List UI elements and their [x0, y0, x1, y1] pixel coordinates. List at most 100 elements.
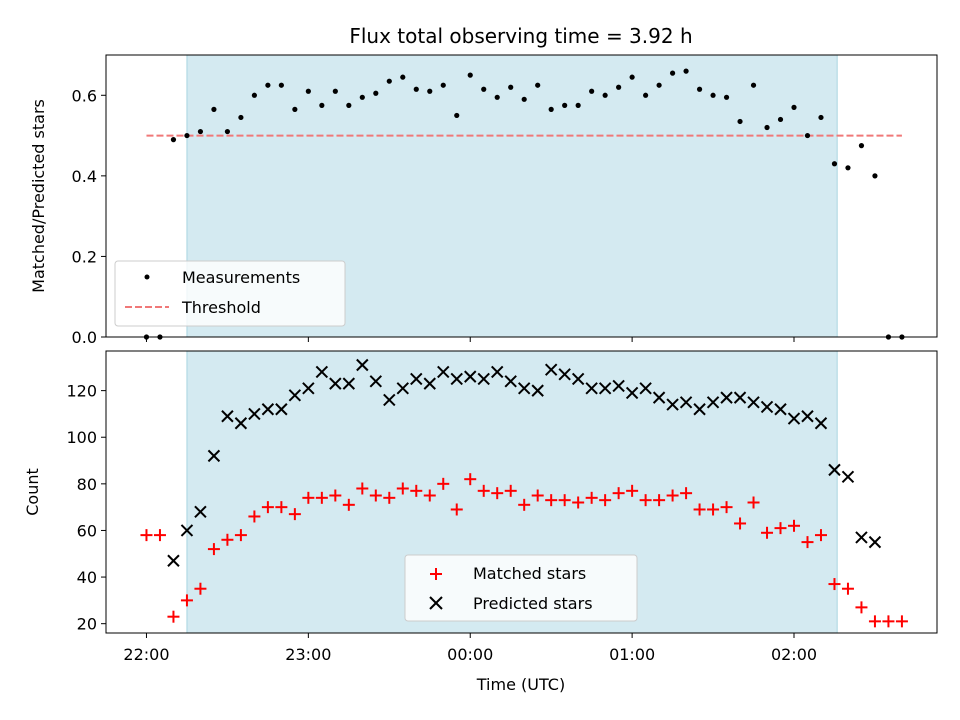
matched-star-point [221, 533, 234, 546]
predicted-star-point [275, 403, 288, 416]
predicted-star-point [180, 524, 194, 537]
matched-star-point [680, 487, 693, 500]
predicted-star-point [356, 358, 369, 372]
matched-star-point [841, 582, 854, 595]
predicted-star-point [733, 391, 747, 404]
matched-star-point [504, 484, 517, 497]
measurement-point [750, 82, 757, 88]
predicted-star-point [248, 407, 261, 421]
predicted-star-point [571, 372, 585, 386]
measurement-point [777, 116, 784, 123]
matched-star-point [599, 494, 612, 507]
measurement-point [305, 88, 311, 94]
measurement-point [804, 132, 811, 139]
matched-star-point [315, 491, 328, 504]
bottom-plot-frame [105, 350, 938, 634]
matched-star-point [464, 473, 477, 486]
measurement-point [238, 114, 244, 121]
legend-matched-marker [430, 568, 442, 580]
bottom-legend-box [404, 554, 638, 622]
legend-predicted-label: Predicted stars [473, 594, 593, 613]
top-y-tick-label: 0.4 [72, 167, 97, 186]
matched-star-point [585, 491, 598, 504]
measurement-point [845, 165, 851, 171]
bottom-y-tick-label: 40 [77, 568, 97, 587]
measurement-point [548, 106, 554, 112]
top-y-tick-label: 0.6 [72, 86, 97, 105]
measurement-point [656, 82, 662, 88]
top-panel: 0.0 0.2 0.4 0.6 Matched/Predicted stars Mea… [29, 54, 938, 347]
top-legend-box [114, 260, 346, 327]
measurement-point [669, 70, 676, 76]
x-axis-label: Time (UTC) [476, 675, 565, 694]
predicted-star-point [369, 375, 383, 388]
matched-star-point [868, 615, 881, 628]
matched-star-point [248, 510, 261, 523]
predicted-star-point [855, 531, 868, 544]
top-y-axis-label: Matched/Predicted stars [29, 99, 48, 293]
chart-title: Flux total observing time = 3.92 h [349, 24, 692, 48]
bottom-y-tick-label: 80 [77, 475, 97, 494]
measurement-point [197, 128, 204, 135]
measurement-point [710, 92, 716, 98]
top-y-tick-label: 0.0 [72, 328, 97, 347]
matched-star-point [207, 543, 220, 556]
matched-star-point [653, 494, 666, 507]
matched-star-point [153, 529, 166, 542]
bottom-y-tick-label: 120 [66, 382, 97, 401]
top-plot-frame [105, 54, 938, 338]
measurement-point [589, 88, 595, 94]
predicted-star-point [598, 382, 612, 395]
matched-star-point [545, 494, 558, 507]
measurement-point [791, 104, 797, 110]
matched-star-point [558, 494, 571, 507]
matched-star-point [801, 536, 814, 549]
predicted-star-point [315, 365, 329, 379]
matched-star-point [383, 491, 396, 504]
matched-star-point [356, 482, 369, 495]
predicted-star-point [167, 554, 180, 567]
legend-threshold-label: Threshold [181, 298, 261, 317]
measurement-point [831, 161, 838, 167]
matched-star-point [761, 526, 774, 539]
measurement-point [413, 86, 419, 92]
legend-matched-label: Matched stars [473, 564, 586, 583]
measurement-point [535, 82, 541, 88]
measurement-point [454, 112, 460, 119]
matched-star-point [626, 484, 639, 497]
predicted-star-point [841, 470, 855, 484]
matched-star-point [734, 517, 747, 530]
measurement-point [858, 143, 865, 149]
predicted-star-point [585, 382, 598, 395]
matched-star-point [814, 529, 827, 542]
predicted-star-point [679, 396, 693, 409]
matched-star-point [477, 484, 490, 497]
matched-star-point [491, 487, 504, 500]
predicted-star-point [828, 463, 841, 477]
predicted-star-point [517, 382, 531, 395]
measurement-point [764, 124, 770, 131]
measurement-point [359, 94, 365, 100]
measurement-point [265, 82, 271, 88]
predicted-star-point [760, 400, 774, 414]
measurement-point [481, 86, 487, 92]
matched-star-point [437, 477, 450, 490]
predicted-star-point [652, 391, 666, 404]
predicted-star-point [342, 377, 356, 390]
matched-star-point [302, 491, 315, 504]
matched-star-point [612, 487, 625, 500]
legend-predicted-marker [429, 596, 443, 610]
x-tick-label: 01:00 [609, 645, 655, 664]
predicted-star-point [410, 372, 423, 386]
matched-star-point [396, 482, 409, 495]
bottom-y-axis-label: Count [23, 468, 42, 516]
measurement-point [170, 137, 177, 143]
predicted-star-point [531, 384, 544, 397]
x-tick-label: 02:00 [771, 645, 817, 664]
predicted-star-point [491, 365, 504, 379]
measurement-point [616, 84, 622, 90]
matched-star-point [882, 615, 895, 628]
matched-star-point [180, 594, 193, 607]
predicted-star-point [814, 417, 828, 430]
matched-star-point [234, 529, 247, 542]
